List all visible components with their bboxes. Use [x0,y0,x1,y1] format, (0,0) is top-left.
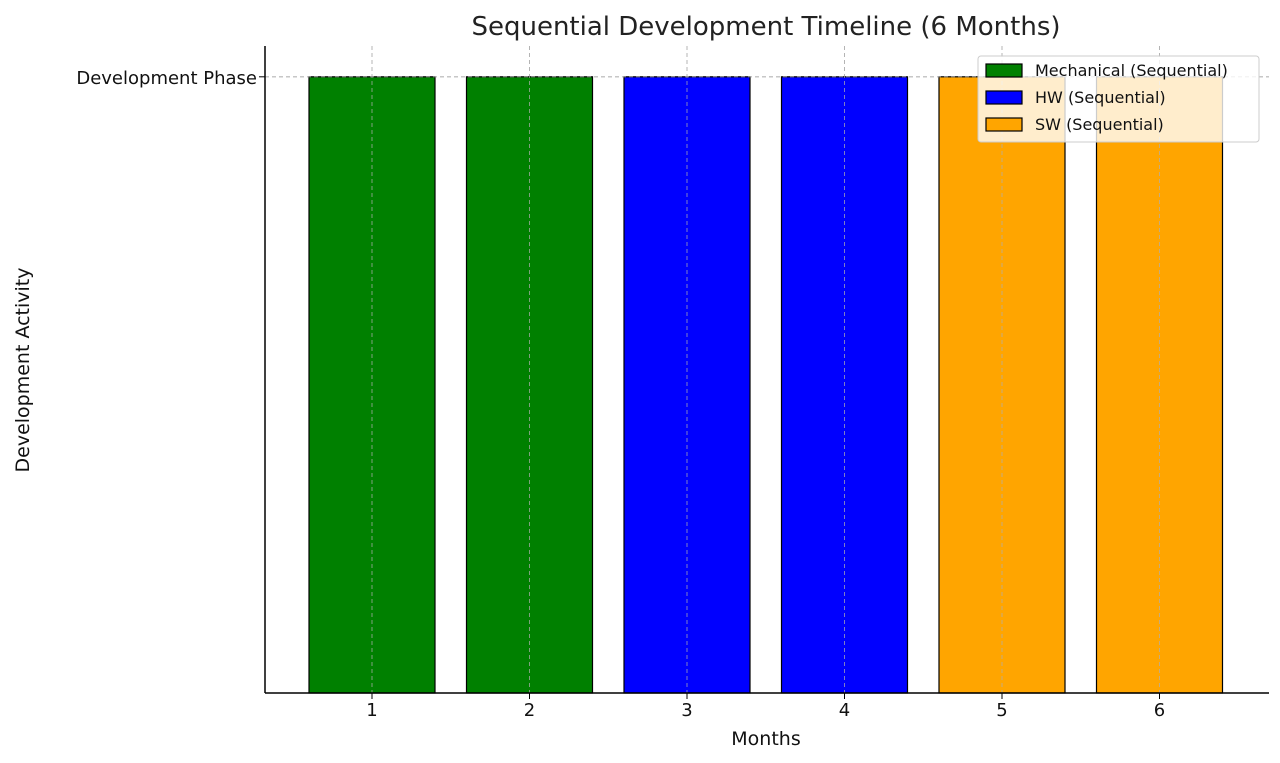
y-ticks: Development Phase [76,68,265,89]
y-axis-label: Development Activity [12,267,34,472]
legend-swatch [985,63,1023,78]
legend-label: HW (Sequential) [1035,88,1166,107]
x-tick-label: 1 [366,700,377,721]
bars [265,46,1269,694]
legend-swatch [985,117,1023,132]
chart-title: Sequential Development Timeline (6 Month… [471,12,1060,42]
legend-swatch [985,90,1023,105]
x-tick-label: 6 [1154,700,1165,721]
legend-label: Mechanical (Sequential) [1035,61,1228,80]
legend: Mechanical (Sequential) HW (Sequential) SW… [977,55,1260,143]
x-ticks: 1 2 3 4 5 6 [366,693,1165,721]
x-tick-label: 4 [839,700,850,721]
x-tick-label: 5 [996,700,1007,721]
legend-box [977,55,1260,143]
x-axis-label: Months [731,728,800,750]
legend-label: SW (Sequential) [1035,115,1164,134]
x-tick-label: 3 [681,700,692,721]
y-tick-label: Development Phase [76,68,257,89]
x-tick-label: 2 [524,700,535,721]
